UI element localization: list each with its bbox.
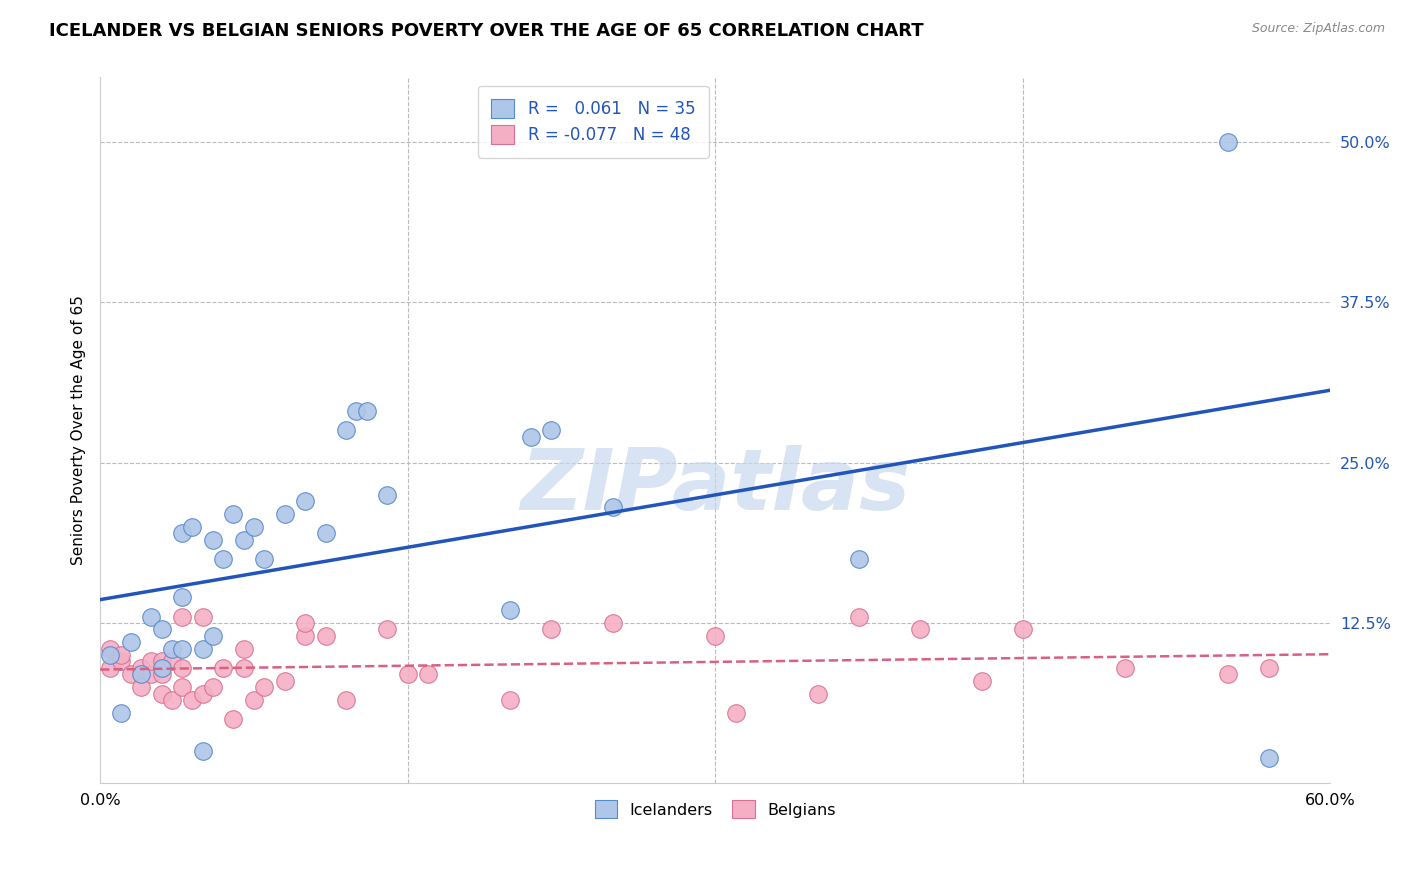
Point bbox=[212, 551, 235, 566]
Point bbox=[191, 744, 214, 758]
Point bbox=[129, 680, 152, 694]
Point bbox=[201, 680, 224, 694]
Point bbox=[253, 551, 276, 566]
Point bbox=[191, 609, 214, 624]
Point bbox=[602, 615, 624, 630]
Point bbox=[243, 519, 266, 533]
Point bbox=[110, 706, 132, 720]
Point bbox=[848, 609, 870, 624]
Point bbox=[160, 655, 183, 669]
Point bbox=[1216, 667, 1239, 681]
Point bbox=[120, 667, 142, 681]
Point bbox=[499, 603, 522, 617]
Point bbox=[1011, 623, 1033, 637]
Point bbox=[110, 655, 132, 669]
Point bbox=[315, 526, 337, 541]
Point bbox=[724, 706, 747, 720]
Point bbox=[602, 500, 624, 515]
Point bbox=[335, 424, 357, 438]
Point bbox=[807, 687, 830, 701]
Point bbox=[273, 673, 295, 688]
Point bbox=[375, 487, 398, 501]
Point bbox=[704, 629, 727, 643]
Point bbox=[848, 551, 870, 566]
Point bbox=[1216, 135, 1239, 149]
Point bbox=[120, 635, 142, 649]
Point bbox=[160, 693, 183, 707]
Point bbox=[172, 591, 194, 605]
Point bbox=[172, 680, 194, 694]
Point bbox=[100, 641, 122, 656]
Point bbox=[201, 629, 224, 643]
Point bbox=[273, 507, 295, 521]
Point bbox=[150, 687, 173, 701]
Point bbox=[160, 641, 183, 656]
Point bbox=[150, 667, 173, 681]
Point bbox=[212, 661, 235, 675]
Point bbox=[294, 629, 316, 643]
Point bbox=[129, 667, 152, 681]
Point bbox=[172, 526, 194, 541]
Point bbox=[294, 615, 316, 630]
Point bbox=[540, 424, 562, 438]
Point bbox=[172, 661, 194, 675]
Point bbox=[375, 623, 398, 637]
Point bbox=[181, 519, 204, 533]
Point bbox=[232, 533, 254, 547]
Y-axis label: Seniors Poverty Over the Age of 65: Seniors Poverty Over the Age of 65 bbox=[72, 295, 86, 566]
Point bbox=[396, 667, 419, 681]
Point bbox=[172, 609, 194, 624]
Point bbox=[150, 623, 173, 637]
Point bbox=[191, 641, 214, 656]
Point bbox=[519, 430, 541, 444]
Point bbox=[150, 655, 173, 669]
Point bbox=[253, 680, 276, 694]
Point bbox=[1114, 661, 1136, 675]
Text: ZIPatlas: ZIPatlas bbox=[520, 445, 911, 528]
Point bbox=[232, 661, 254, 675]
Point bbox=[1257, 661, 1279, 675]
Point bbox=[141, 667, 163, 681]
Point bbox=[181, 693, 204, 707]
Point bbox=[499, 693, 522, 707]
Point bbox=[1257, 750, 1279, 764]
Point bbox=[335, 693, 357, 707]
Point bbox=[232, 641, 254, 656]
Point bbox=[100, 648, 122, 662]
Point bbox=[910, 623, 932, 637]
Point bbox=[100, 661, 122, 675]
Point bbox=[141, 609, 163, 624]
Point bbox=[294, 494, 316, 508]
Point bbox=[141, 655, 163, 669]
Point bbox=[418, 667, 440, 681]
Point bbox=[222, 712, 245, 726]
Point bbox=[356, 404, 378, 418]
Point bbox=[222, 507, 245, 521]
Point bbox=[346, 404, 368, 418]
Point bbox=[315, 629, 337, 643]
Text: ICELANDER VS BELGIAN SENIORS POVERTY OVER THE AGE OF 65 CORRELATION CHART: ICELANDER VS BELGIAN SENIORS POVERTY OVE… bbox=[49, 22, 924, 40]
Point bbox=[150, 661, 173, 675]
Point bbox=[172, 641, 194, 656]
Point bbox=[110, 648, 132, 662]
Point bbox=[243, 693, 266, 707]
Legend: Icelanders, Belgians: Icelanders, Belgians bbox=[588, 794, 842, 825]
Point bbox=[191, 687, 214, 701]
Point bbox=[540, 623, 562, 637]
Point bbox=[201, 533, 224, 547]
Point bbox=[970, 673, 993, 688]
Point bbox=[129, 661, 152, 675]
Text: Source: ZipAtlas.com: Source: ZipAtlas.com bbox=[1251, 22, 1385, 36]
